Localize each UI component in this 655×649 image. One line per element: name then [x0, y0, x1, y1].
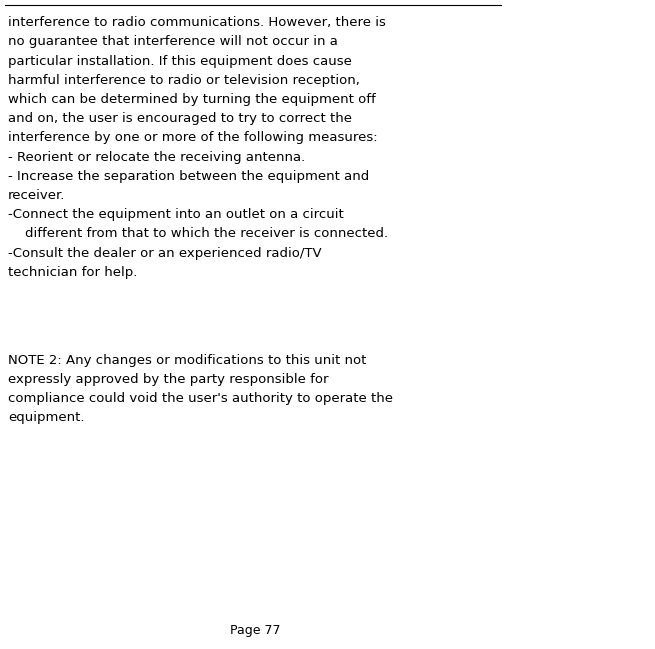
Text: NOTE 2: Any changes or modifications to this unit not
expressly approved by the : NOTE 2: Any changes or modifications to … — [8, 354, 393, 424]
Text: Page 77: Page 77 — [230, 624, 281, 637]
Text: interference to radio communications. However, there is
no guarantee that interf: interference to radio communications. Ho… — [8, 16, 388, 279]
